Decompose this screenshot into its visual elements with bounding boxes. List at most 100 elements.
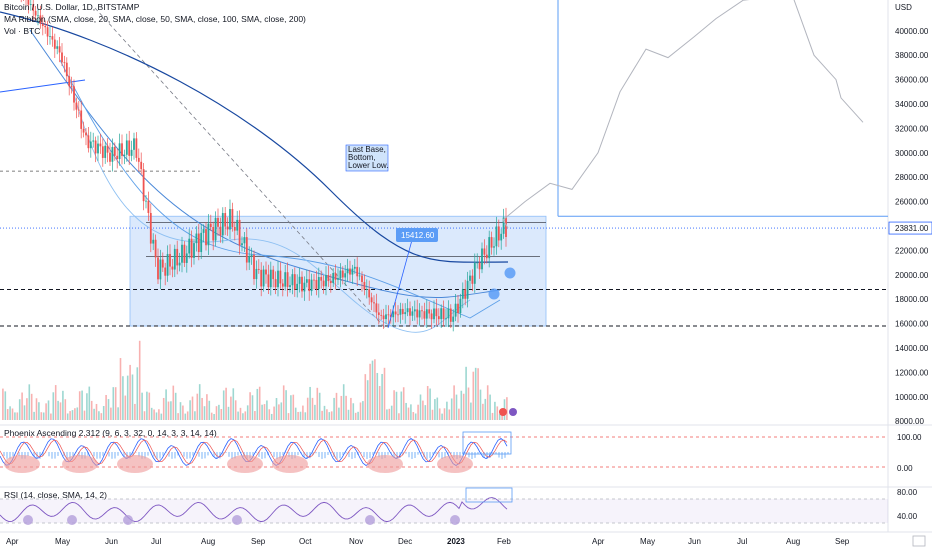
candle-body [406, 308, 409, 313]
phoenix-histogram [474, 452, 476, 458]
phoenix-histogram [480, 452, 482, 454]
candle-body [334, 272, 337, 280]
phoenix-histogram [453, 452, 455, 458]
phoenix-histogram [435, 452, 437, 454]
current-price-text: 23831.00 [895, 224, 929, 233]
volume-bar [86, 393, 88, 420]
volume-bar [126, 375, 129, 420]
candle-body [51, 36, 54, 40]
volume-bar [150, 407, 153, 420]
volume-bar [450, 398, 453, 420]
volume-bar [402, 387, 405, 420]
candle-body [200, 232, 203, 253]
volume-bar [419, 394, 422, 420]
phoenix-histogram [57, 452, 59, 456]
phoenix-histogram [261, 452, 263, 459]
phoenix-histogram [483, 452, 485, 458]
rsi-line [0, 497, 508, 523]
phoenix-histogram [432, 452, 434, 455]
phoenix-oversold-marker [117, 455, 153, 473]
phoenix-tick-label: 100.00 [897, 433, 922, 442]
candle-body [464, 289, 467, 299]
candle-body [401, 308, 404, 315]
volume-bar [494, 401, 496, 420]
volume-bar [429, 388, 431, 420]
candle-body [349, 268, 351, 275]
volume-bar [460, 390, 463, 420]
volume-bar [333, 397, 335, 420]
time-axis-label: Dec [398, 537, 412, 546]
phoenix-histogram [354, 452, 356, 459]
candle-body [337, 278, 339, 280]
candle-body [389, 314, 392, 318]
candle-body [358, 275, 361, 277]
candle-body [169, 253, 171, 267]
candle-body [329, 281, 332, 284]
volume-bar [342, 384, 345, 420]
phoenix-histogram [147, 452, 149, 456]
candle-body [224, 213, 227, 227]
volume-bar [278, 404, 280, 420]
phoenix-histogram [348, 452, 350, 458]
volume-bar [66, 413, 69, 420]
phoenix-oversold-marker [4, 455, 40, 473]
price-tick-label: 22000.00 [895, 246, 929, 255]
phoenix-histogram [66, 452, 68, 459]
candle-body [207, 223, 210, 246]
candle-body [226, 226, 229, 230]
volume-bar [398, 413, 400, 420]
volume-bar [194, 411, 196, 420]
phoenix-histogram [417, 452, 419, 455]
candle-body [327, 275, 330, 282]
candle-body [188, 238, 191, 254]
volume-bar [390, 405, 393, 420]
phoenix-histogram [159, 452, 161, 459]
candle-body [505, 217, 507, 238]
annotation-text: Last Base, [348, 145, 386, 154]
candle-body [37, 15, 39, 17]
candle-body [293, 274, 296, 290]
phoenix-histogram [27, 452, 29, 457]
candle-body [164, 267, 167, 276]
volume-bar [4, 391, 7, 420]
volume-bar [477, 368, 479, 420]
candle-body [404, 312, 407, 315]
phoenix-histogram [3, 452, 5, 457]
phoenix-highlight-box [462, 431, 512, 455]
volume-bar [16, 412, 19, 420]
volume-bar [177, 413, 179, 420]
volume-bar [95, 403, 98, 420]
volume-bar [69, 411, 71, 420]
candle-body [125, 140, 128, 155]
volume-bar [21, 392, 23, 420]
phoenix-histogram [501, 452, 503, 459]
candle-body [248, 255, 251, 263]
volume-bar [134, 403, 136, 420]
volume-bar [138, 340, 141, 420]
volume-bar [222, 390, 225, 420]
volume-bar [76, 407, 79, 420]
volume-bar [386, 409, 388, 420]
volume-bar [14, 412, 16, 420]
volume-bar [179, 402, 182, 420]
time-axis-label: Nov [349, 537, 363, 546]
phoenix-histogram [51, 452, 53, 459]
target-marker [504, 267, 516, 279]
volume-bar [141, 392, 143, 420]
candle-body [361, 275, 363, 282]
phoenix-histogram [135, 452, 137, 453]
volume-bar [438, 408, 441, 420]
volume-bar [407, 407, 410, 420]
phoenix-histogram [486, 452, 488, 459]
candle-body [461, 289, 464, 299]
volume-bar [321, 410, 323, 420]
candle-body [94, 140, 97, 154]
phoenix-histogram [378, 452, 380, 458]
candle-body [346, 268, 349, 274]
volume-bar [90, 400, 93, 420]
candle-body [301, 276, 303, 292]
volume-bar [345, 395, 347, 420]
phoenix-histogram [231, 452, 233, 459]
legend-phoenix: Phoenix Ascending 2.312 (9, 6, 3, 32, 0,… [4, 428, 217, 438]
